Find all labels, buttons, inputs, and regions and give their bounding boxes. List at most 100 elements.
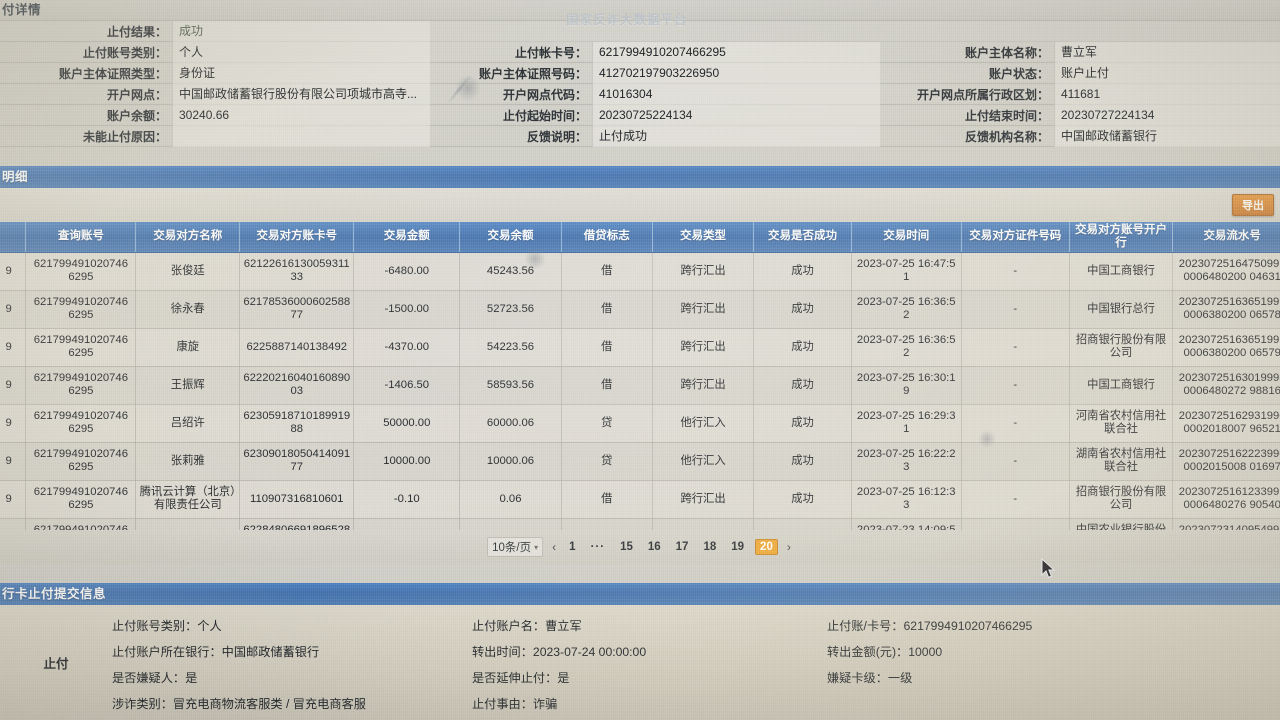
cell-query-account: 621799491020746 6295 <box>25 480 137 519</box>
cell-counterparty-bank: 湖南省农村信用社联合社 <box>1069 442 1174 481</box>
cell-txn-success: 成功 <box>753 442 852 481</box>
page-number-15[interactable]: 15 <box>620 541 633 553</box>
page-number-20[interactable]: 20 <box>755 539 778 555</box>
field-stop-result: 止付结果： 成功 <box>0 20 430 42</box>
cell-serial: 202307251647509910006480200 04631 <box>1172 252 1280 291</box>
field-label: 止付结果： <box>106 24 167 39</box>
page-size-selector[interactable]: 10条/页 ▾ <box>487 537 544 557</box>
cell-counterparty-cert: - <box>961 518 1070 530</box>
cell-serial: 202307251636519910006380200 06578 <box>1172 290 1280 329</box>
submit-account-category: 止付账号类别：个人 <box>112 619 222 633</box>
table-row[interactable]: 9 621799491020746 6295 张莉雅 6230901805041409… <box>0 442 1280 481</box>
cell-balance: 10000.06 <box>459 442 562 481</box>
cell-counterparty-name: 张莉雅 <box>135 442 241 481</box>
cell-balance: 52723.56 <box>459 290 562 329</box>
cell-counterparty-name: 腾讯云计算（北京）有限责任公司 <box>135 480 241 519</box>
col-header-counterparty-name[interactable]: 交易对方名称 <box>135 222 241 253</box>
cell-txn-time: 2023-07-23 14:09:54 <box>851 518 962 530</box>
prev-page-button[interactable]: ‹ <box>552 540 557 554</box>
cell-txn-success: 成功 <box>753 328 852 367</box>
cell-txn-time: 2023-07-25 16:29:31 <box>851 404 962 443</box>
cell-counterparty-name: 徐永春 <box>135 290 241 329</box>
cell-serial: 202307251636519910006380200 06579 <box>1172 328 1280 367</box>
transaction-table-wrapper[interactable]: 查询账号 交易对方名称 交易对方账卡号 交易金额 交易余额 借贷标志 交易类型 … <box>0 222 1280 530</box>
col-header-counterparty-card[interactable]: 交易对方账卡号 <box>239 222 355 253</box>
cell-counterparty-card: 6217853600060258877 <box>239 290 355 329</box>
field-value: 身份证 <box>172 62 430 84</box>
col-header-txn-success[interactable]: 交易是否成功 <box>753 222 852 253</box>
cell-query-account: 621799491020746 6295 <box>25 404 137 443</box>
field-stop-end-time: 止付结束时间： 20230727224134 <box>880 104 1280 126</box>
field-value <box>172 125 430 147</box>
cell-txn-type: 跨行汇出 <box>652 252 755 291</box>
table-row[interactable]: 9 621799491020746 6295 徐永春 6217853600060258… <box>0 290 1280 329</box>
table-row[interactable]: 9 621799491020746 6295 王振辉 6222021604016089… <box>0 366 1280 405</box>
cell-txn-type: 跨行汇出 <box>652 366 755 405</box>
cell-debit-credit: 借 <box>561 328 653 367</box>
chevron-down-icon: ▾ <box>534 542 539 552</box>
field-value: 41016304 <box>592 83 880 105</box>
field-failure-reason: 未能止付原因： <box>0 125 430 147</box>
cell-counterparty-card: 6222021604016089003 <box>239 366 355 405</box>
col-header-query-account[interactable]: 查询账号 <box>25 222 137 253</box>
col-header-txn-time[interactable]: 交易时间 <box>851 222 962 253</box>
field-value: 中国邮政储蓄银行 <box>1054 125 1280 147</box>
table-row[interactable]: 9 621799491020746 6295 康旋 6225887140138492-… <box>0 328 1280 367</box>
table-row[interactable]: 9 621799491020746 6295 腾讯云计算（北京）有限责任公司 1109… <box>0 480 1280 519</box>
submit-card-number: 止付账/卡号：6217994910207466295 <box>827 619 1033 633</box>
detail-field-grid: 止付结果： 成功 止付账号类别： 个人 账户主体证照类型： 身份证 开户网点： … <box>0 20 1280 166</box>
col-header-debit-credit[interactable]: 借贷标志 <box>561 222 653 253</box>
cell-txn-type: 跨行汇出 <box>652 518 755 530</box>
submit-columns: 止付账号类别：个人 止付账户所在银行：中国邮政储蓄银行 是否嫌疑人：是 涉诈类别… <box>112 605 1280 720</box>
detail-column-2: 止付帐卡号： 6217994910207466295 账户主体证照号码： 412… <box>430 21 880 166</box>
submit-transfer-time: 转出时间：2023-07-24 00:00:00 <box>472 645 647 659</box>
col-header-serial[interactable]: 交易流水号 <box>1172 222 1280 253</box>
cell-row-index: 9 <box>0 442 27 481</box>
field-feedback-org: 反馈机构名称： 中国邮政储蓄银行 <box>880 125 1280 147</box>
page-number-1[interactable]: 1 <box>569 541 576 553</box>
cell-row-index: 9 <box>0 480 27 519</box>
cell-txn-type: 跨行汇出 <box>652 290 755 329</box>
field-card-number: 止付帐卡号： 6217994910207466295 <box>430 41 880 63</box>
cell-serial: 202307251612339910006480276 90540 <box>1172 480 1280 519</box>
page-number-17[interactable]: 17 <box>675 541 689 553</box>
table-toolbar: 导出 <box>0 188 1280 222</box>
page-number-16[interactable]: 16 <box>647 541 661 553</box>
table-row[interactable]: 9 621799491020746 6295 吕绍许 6230591871018991… <box>0 404 1280 443</box>
col-header-counterparty-cert[interactable]: 交易对方证件号码 <box>961 222 1070 253</box>
table-header-row: 查询账号 交易对方名称 交易对方账卡号 交易金额 交易余额 借贷标志 交易类型 … <box>0 222 1280 253</box>
field-account-category: 止付账号类别： 个人 <box>0 41 430 63</box>
cell-serial: 202307251629319960002018007 96521 <box>1172 404 1280 443</box>
table-row[interactable]: 9 621799491020746 6295 张俊廷 6212261613005931… <box>0 252 1280 291</box>
submit-fraud-category: 涉诈类别：冒充电商物流客服类 / 冒充电商客服 <box>112 697 366 711</box>
cell-txn-success: 成功 <box>753 518 852 530</box>
field-value: 曹立军 <box>1054 41 1280 63</box>
field-value: 412702197903226950 <box>592 62 880 84</box>
cell-row-index: 9 <box>0 328 27 367</box>
cell-row-index: 9 <box>0 252 27 291</box>
col-header-amount[interactable]: 交易金额 <box>353 222 461 253</box>
cell-txn-success: 成功 <box>753 252 852 291</box>
field-label: 开户网点所属行政区划： <box>916 87 1049 102</box>
submit-is-suspect: 是否嫌疑人：是 <box>112 671 198 685</box>
col-header-txn-type[interactable]: 交易类型 <box>652 222 755 253</box>
field-value: 20230725224134 <box>592 104 880 126</box>
cell-amount: -.01 <box>353 518 461 530</box>
cell-counterparty-card: 110907316810601 <box>239 480 355 519</box>
page-number-18[interactable]: 18 <box>703 541 717 553</box>
cell-amount: -1406.50 <box>353 366 461 405</box>
cell-txn-type: 跨行汇出 <box>652 480 755 519</box>
col-header-counterparty-bank[interactable]: 交易对方账号开户行 <box>1069 222 1174 253</box>
col-header-balance[interactable]: 交易余额 <box>459 222 562 253</box>
col-header-index[interactable] <box>0 222 27 253</box>
submit-type-tag: 止付 <box>43 657 69 671</box>
field-value: 账户止付 <box>1054 62 1280 84</box>
export-button[interactable]: 导出 <box>1232 194 1274 216</box>
cell-balance: .16 <box>459 518 562 530</box>
page-number-19[interactable]: 19 <box>731 541 745 553</box>
submit-column-a: 止付账号类别：个人 止付账户所在银行：中国邮政储蓄银行 是否嫌疑人：是 涉诈类别… <box>112 605 472 720</box>
cell-counterparty-name: 张俊廷 <box>135 252 241 291</box>
next-page-button[interactable]: › <box>786 540 791 554</box>
